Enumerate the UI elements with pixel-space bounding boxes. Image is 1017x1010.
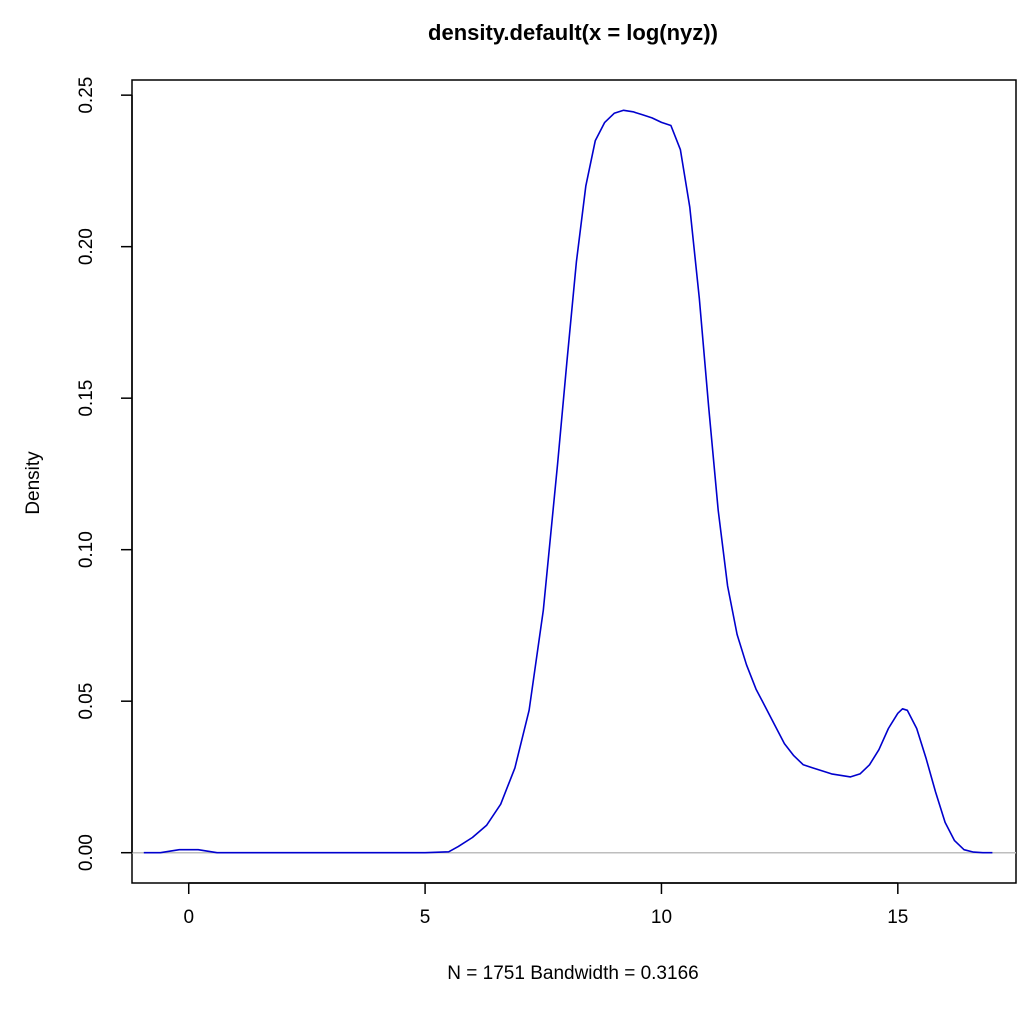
x-tick-label: 10 xyxy=(651,907,672,928)
density-curve xyxy=(143,109,993,854)
x-tick-label: 5 xyxy=(420,907,431,928)
chart-title: density.default(x = log(nyz)) xyxy=(428,20,718,45)
y-tick-label: 0.15 xyxy=(76,380,97,417)
y-tick-label: 0.10 xyxy=(76,531,97,568)
plot-frame xyxy=(131,79,1017,884)
y-axis: 0.00 0.05 0.10 0.15 0.20 0.25 xyxy=(76,77,133,871)
series-layer xyxy=(143,109,993,854)
y-axis-label: Density xyxy=(23,451,44,515)
y-tick-label: 0.00 xyxy=(76,834,97,871)
y-tick-label: 0.25 xyxy=(76,77,97,114)
y-tick-label: 0.20 xyxy=(76,228,97,265)
x-axis-label: N = 1751 Bandwidth = 0.3166 xyxy=(447,963,698,984)
x-axis: 0 5 10 15 xyxy=(183,882,908,928)
x-tick-label: 0 xyxy=(183,907,194,928)
x-tick-label: 15 xyxy=(887,907,908,928)
y-tick-label: 0.05 xyxy=(76,683,97,720)
